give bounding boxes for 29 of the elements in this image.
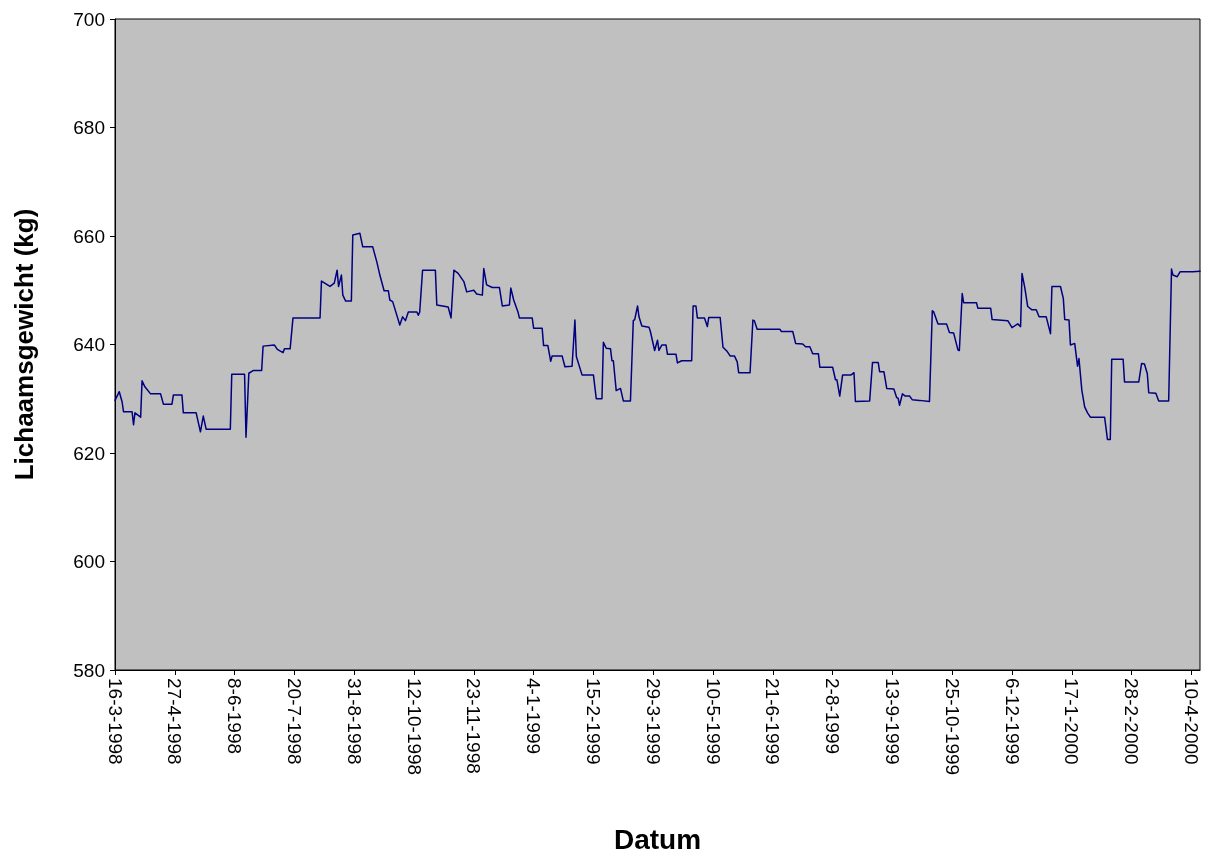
x-tick-label: 29-3-1999 xyxy=(642,678,664,765)
x-tick-label: 2-8-1999 xyxy=(822,678,844,755)
x-tick-label: 4-1-1999 xyxy=(523,678,545,755)
x-tick-label: 25-10-1999 xyxy=(941,678,963,776)
x-tick-label: 20-7-1998 xyxy=(283,678,305,765)
x-tick-label: 31-8-1998 xyxy=(343,678,365,765)
y-tick-label: 660 xyxy=(73,225,105,247)
x-tick-label: 27-4-1998 xyxy=(164,678,186,765)
y-tick-label: 620 xyxy=(73,442,105,464)
x-tick-label: 16-3-1998 xyxy=(104,678,126,765)
x-tick-label: 6-12-1999 xyxy=(1001,678,1023,765)
y-tick-label: 680 xyxy=(73,117,105,138)
x-tick-label: 10-4-2000 xyxy=(1180,678,1202,765)
y-tick-label: 580 xyxy=(73,659,105,681)
y-tick-label: 600 xyxy=(73,551,105,572)
line-series xyxy=(114,232,1201,441)
x-tick-label: 15-2-1999 xyxy=(582,678,604,765)
x-tick-label: 21-6-1999 xyxy=(762,678,784,765)
x-tick-label: 28-2-2000 xyxy=(1121,678,1143,765)
x-tick-label: 10-5-1999 xyxy=(702,678,724,765)
x-tick-label: 23-11-1998 xyxy=(463,678,485,774)
y-tick-label: 700 xyxy=(73,8,105,30)
x-axis-title: Datum xyxy=(613,823,702,855)
y-tick-label: 640 xyxy=(73,334,105,355)
x-tick-label: 8-6-1998 xyxy=(224,678,246,755)
y-axis-title: Lichaamsgewicht (kg) xyxy=(9,208,39,481)
x-tick-label: 13-9-1999 xyxy=(881,678,903,765)
x-tick-label: 12-10-1998 xyxy=(403,678,425,776)
x-tick-label: 17-1-2000 xyxy=(1061,678,1083,765)
